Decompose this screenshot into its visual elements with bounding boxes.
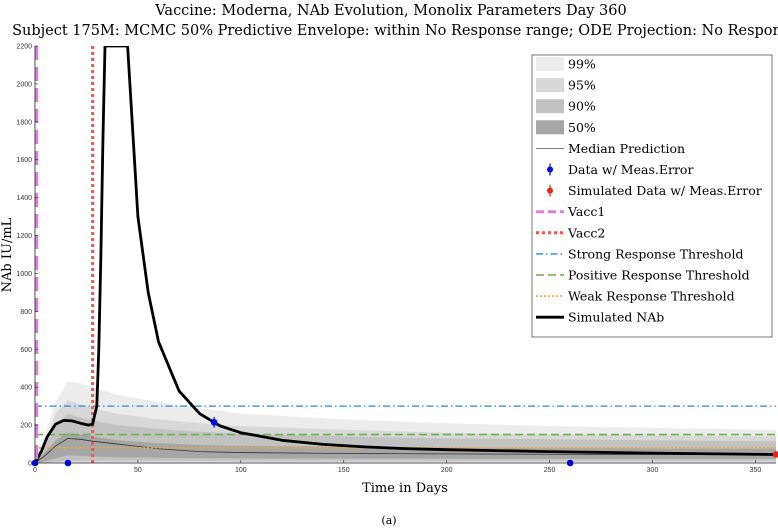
x-tick-label-150: 150 (338, 467, 350, 474)
legend-label-13: Simulated NAb (568, 310, 664, 325)
x-tick-label-0: 0 (33, 467, 37, 474)
legend-label-4: 50% (568, 120, 596, 135)
y-axis-label: NAb IU/mL (0, 217, 15, 292)
y-tick-label-400: 400 (20, 385, 32, 392)
data-point-3 (211, 419, 218, 426)
y-tick-label-200: 200 (20, 423, 32, 430)
legend-swatch-4 (536, 120, 564, 134)
y-tick-label-1200: 1200 (16, 233, 32, 240)
legend-label-6: Data w/ Meas.Error (568, 162, 693, 177)
legend-label-2: 95% (568, 78, 596, 93)
x-tick-label-250: 250 (544, 467, 556, 474)
legend-swatch-7 (547, 188, 553, 194)
legend-label-9: Vacc2 (567, 225, 605, 240)
y-tick-label-1400: 1400 (16, 195, 32, 202)
legend-label-5: Median Prediction (568, 141, 685, 156)
legend: 99% 95% 90% 50% Median Prediction Data w/ Mea… (532, 55, 772, 337)
y-tick-label-1000: 1000 (16, 271, 32, 278)
legend-label-10: Strong Response Threshold (568, 246, 743, 261)
legend-label-3: 90% (568, 99, 596, 114)
chart-title: Vaccine: Moderna, NAb Evolution, Monolix… (154, 3, 626, 19)
legend-swatch-3 (536, 99, 564, 113)
legend-swatch-2 (536, 78, 564, 92)
legend-label-11: Positive Response Threshold (568, 268, 750, 283)
y-tick-label-0: 0 (28, 461, 32, 468)
chart-subtitle: Subject 175M: MCMC 50% Predictive Envelo… (12, 23, 778, 39)
y-tick-label-1800: 1800 (16, 119, 32, 126)
y-tick-label-2000: 2000 (16, 81, 32, 88)
x-tick-label-350: 350 (750, 467, 762, 474)
chart: Vaccine: Moderna, NAb Evolution, Monolix… (0, 0, 778, 532)
y-tick-label-1600: 1600 (16, 157, 32, 164)
legend-label-7: Simulated Data w/ Meas.Error (568, 183, 762, 198)
y-tick-label-800: 800 (20, 309, 32, 316)
x-axis-label: Time in Days (362, 481, 448, 496)
x-tick-label-200: 200 (441, 467, 453, 474)
legend-label-8: Vacc1 (567, 204, 605, 219)
y-tick-label-600: 600 (20, 347, 32, 354)
x-tick-label-50: 50 (134, 467, 142, 474)
figure-caption: (a) (381, 514, 396, 527)
legend-label-12: Weak Response Threshold (568, 289, 735, 304)
y-tick-label-2200: 2200 (16, 44, 32, 51)
legend-label-1: 99% (568, 57, 596, 72)
x-tick-label-100: 100 (235, 467, 247, 474)
legend-swatch-6 (547, 167, 553, 173)
legend-swatch-1 (536, 57, 564, 71)
x-tick-label-300: 300 (647, 467, 659, 474)
